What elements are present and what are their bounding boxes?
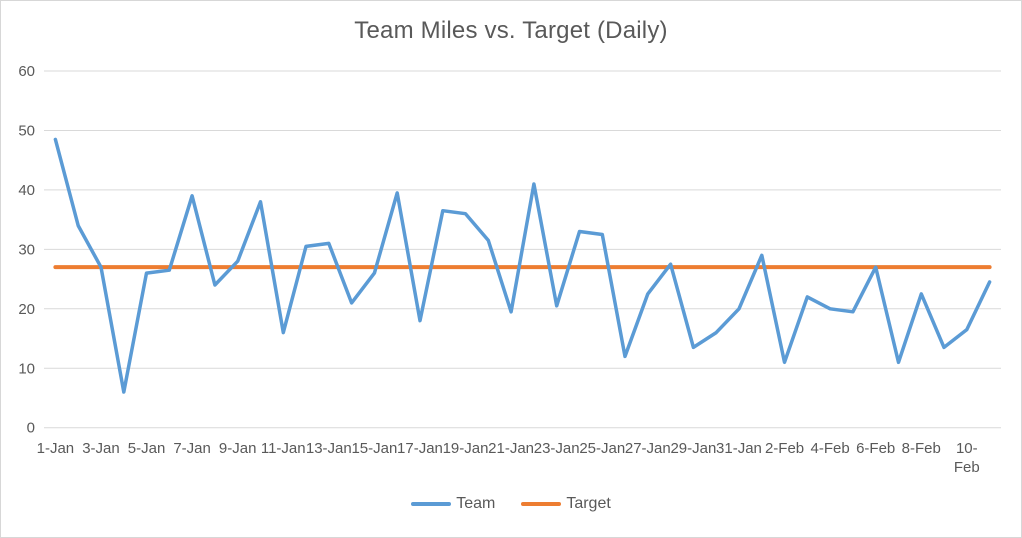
chart-legend: Team Target bbox=[1, 495, 1021, 513]
x-axis-tick-label: 19-Jan bbox=[443, 440, 489, 457]
chart-title: Team Miles vs. Target (Daily) bbox=[354, 17, 668, 44]
x-axis-tick-label: 10-Feb bbox=[954, 440, 980, 476]
x-axis-tick-label: 15-Jan bbox=[351, 440, 397, 457]
legend-label-team: Team bbox=[456, 495, 496, 512]
y-axis-tick-label: 30 bbox=[18, 241, 35, 258]
legend-label-target: Target bbox=[566, 495, 611, 512]
x-axis-tick-label: 9-Jan bbox=[219, 440, 257, 457]
x-axis-tick-label: 31-Jan bbox=[716, 440, 762, 457]
x-axis-tick-label: 4-Feb bbox=[811, 440, 850, 457]
x-axis-tick-label: 1-Jan bbox=[37, 440, 75, 457]
team-line[interactable] bbox=[53, 137, 992, 394]
y-axis-tick-label: 20 bbox=[18, 301, 35, 318]
y-axis-tick-label: 40 bbox=[18, 182, 35, 199]
legend-item-team[interactable]: Team bbox=[411, 495, 495, 513]
target-line-swatch-icon bbox=[521, 502, 562, 506]
x-axis-tick-label: 7-Jan bbox=[173, 440, 211, 457]
x-axis-tick-label: 3-Jan bbox=[82, 440, 120, 457]
x-axis-tick-label: 2-Feb bbox=[765, 440, 804, 457]
x-axis-tick-label: 25-Jan bbox=[579, 440, 625, 457]
x-axis-tick-label: 17-Jan bbox=[397, 440, 443, 457]
legend-item-target[interactable]: Target bbox=[521, 495, 611, 513]
x-axis-tick-label: 11-Jan bbox=[261, 440, 306, 457]
x-axis-tick-label: 23-Jan bbox=[534, 440, 580, 457]
y-axis-tick-label: 60 bbox=[18, 63, 35, 80]
x-axis-tick-label: 8-Feb bbox=[902, 440, 941, 457]
team-line-swatch-icon bbox=[411, 502, 452, 506]
x-axis-tick-label: 27-Jan bbox=[625, 440, 671, 457]
y-axis-tick-label: 0 bbox=[27, 420, 35, 437]
x-axis-tick-label: 5-Jan bbox=[128, 440, 166, 457]
x-axis-tick-label: 29-Jan bbox=[670, 440, 716, 457]
x-axis-tick-label: 21-Jan bbox=[488, 440, 534, 457]
x-axis-tick-label: 13-Jan bbox=[306, 440, 352, 457]
x-axis-tick-label: 6-Feb bbox=[856, 440, 895, 457]
y-axis-tick-label: 10 bbox=[18, 360, 35, 377]
y-axis-tick-label: 50 bbox=[18, 122, 35, 139]
